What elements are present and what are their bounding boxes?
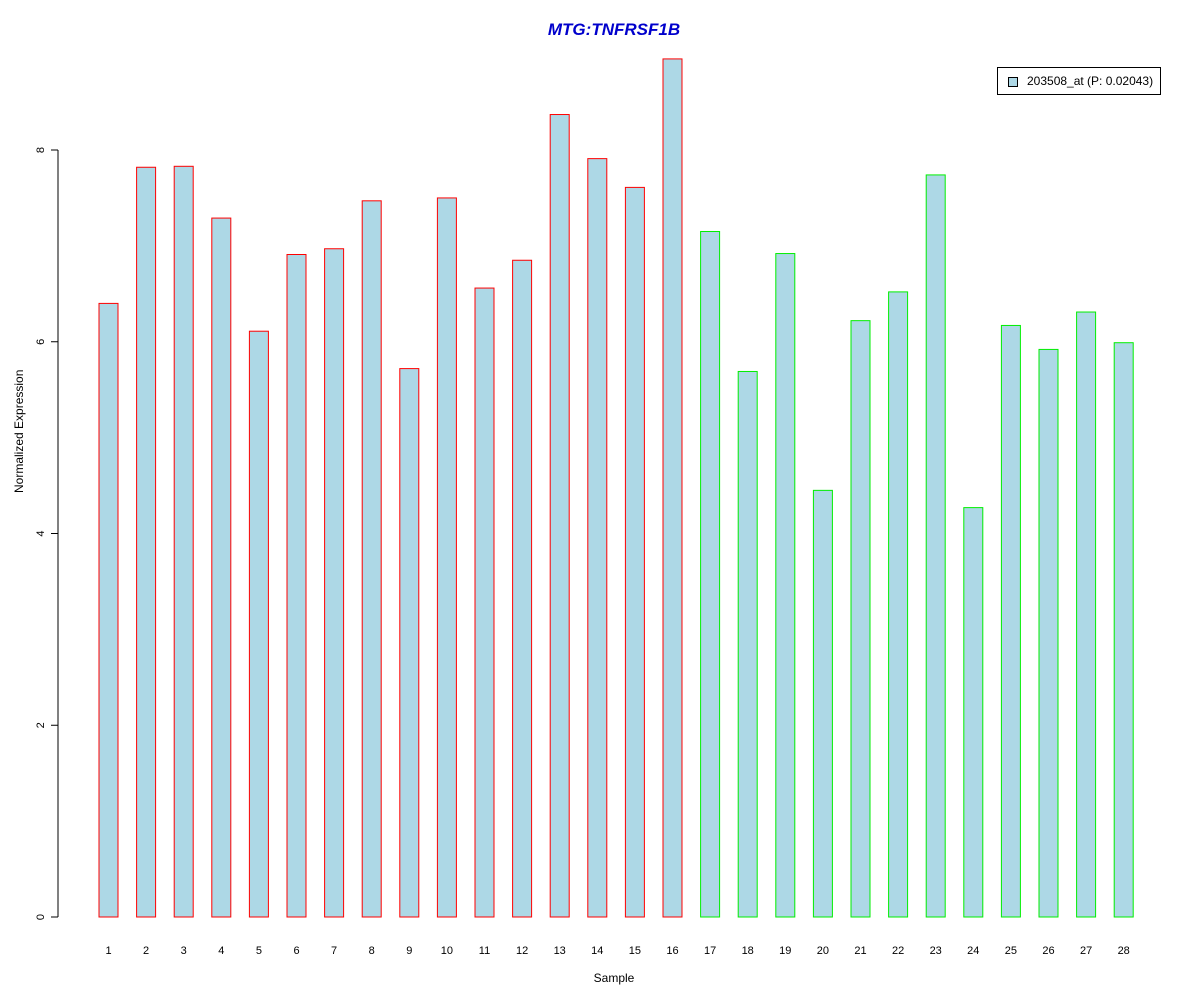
bar-sample-19 xyxy=(775,253,796,918)
y-axis-label: Normalized Expression xyxy=(12,369,26,493)
x-tick-label: 26 xyxy=(1042,945,1054,957)
x-tick-label: 20 xyxy=(817,945,829,957)
legend: 203508_at (P: 0.02043) xyxy=(997,67,1161,95)
legend-label: 203508_at (P: 0.02043) xyxy=(1027,74,1154,88)
x-tick-label: 28 xyxy=(1118,945,1130,957)
y-tick-label: 8 xyxy=(35,147,47,153)
chart-title: MTG:TNFRSF1B xyxy=(547,20,681,39)
y-tick-label: 6 xyxy=(35,339,47,345)
x-tick-label: 23 xyxy=(930,945,942,957)
bar-sample-28 xyxy=(1113,342,1134,918)
x-tick-label: 19 xyxy=(779,945,791,957)
x-tick-label: 27 xyxy=(1080,945,1092,957)
bar-sample-20 xyxy=(812,489,833,918)
x-tick-label: 21 xyxy=(854,945,866,957)
x-tick-label: 12 xyxy=(516,945,528,957)
x-tick-label: 2 xyxy=(143,945,149,957)
bar-sample-9 xyxy=(399,368,420,918)
bar-sample-22 xyxy=(888,291,909,918)
x-tick-label: 24 xyxy=(967,945,979,957)
x-tick-label: 16 xyxy=(666,945,678,957)
bar-sample-17 xyxy=(700,230,721,918)
x-tick-label: 4 xyxy=(218,945,224,957)
bar-sample-3 xyxy=(173,165,194,918)
x-tick-label: 15 xyxy=(629,945,641,957)
legend-swatch xyxy=(1008,77,1018,87)
x-tick-label: 3 xyxy=(181,945,187,957)
bar-sample-26 xyxy=(1038,348,1059,918)
bar-sample-25 xyxy=(1000,324,1021,918)
x-tick-label: 25 xyxy=(1005,945,1017,957)
bar-sample-10 xyxy=(436,197,457,918)
bar-sample-24 xyxy=(963,507,984,918)
x-tick-label: 6 xyxy=(293,945,299,957)
bar-sample-16 xyxy=(662,58,683,918)
y-tick-label: 0 xyxy=(35,914,47,920)
bar-sample-11 xyxy=(474,287,495,918)
bar-sample-23 xyxy=(925,174,946,918)
bar-sample-21 xyxy=(850,320,871,918)
bar-sample-18 xyxy=(737,370,758,918)
bars-group xyxy=(98,58,1134,918)
bar-sample-15 xyxy=(624,186,645,918)
x-tick-label: 9 xyxy=(406,945,412,957)
bar-sample-5 xyxy=(248,330,269,918)
x-tick-label: 13 xyxy=(554,945,566,957)
y-tick-label: 2 xyxy=(35,722,47,728)
x-tick-labels: 1 2 3 4 5 6 7 8 9 10 11 12 13 14 15 16 17 18 19 20 21 22 23 24 2… xyxy=(105,945,1129,957)
bar-sample-6 xyxy=(286,254,307,918)
x-axis-label: Sample xyxy=(593,971,635,985)
x-tick-label: 7 xyxy=(331,945,337,957)
bar-sample-12 xyxy=(512,259,533,918)
bar-sample-27 xyxy=(1076,311,1097,918)
x-tick-label: 18 xyxy=(742,945,754,957)
bar-sample-14 xyxy=(587,158,608,918)
y-axis: 0 2 4 6 8 xyxy=(35,147,59,920)
x-tick-label: 5 xyxy=(256,945,262,957)
x-tick-label: 1 xyxy=(105,945,111,957)
x-tick-label: 14 xyxy=(591,945,603,957)
x-tick-label: 11 xyxy=(479,945,490,957)
y-tick-label: 4 xyxy=(35,530,47,536)
bar-sample-4 xyxy=(211,217,232,918)
bar-sample-2 xyxy=(136,166,157,918)
x-tick-label: 10 xyxy=(441,945,453,957)
bar-sample-1 xyxy=(98,302,119,918)
bar-sample-7 xyxy=(324,248,345,918)
bar-sample-8 xyxy=(361,200,382,918)
x-tick-label: 17 xyxy=(704,945,716,957)
x-tick-label: 22 xyxy=(892,945,904,957)
x-tick-label: 8 xyxy=(369,945,375,957)
bar-sample-13 xyxy=(549,114,570,918)
